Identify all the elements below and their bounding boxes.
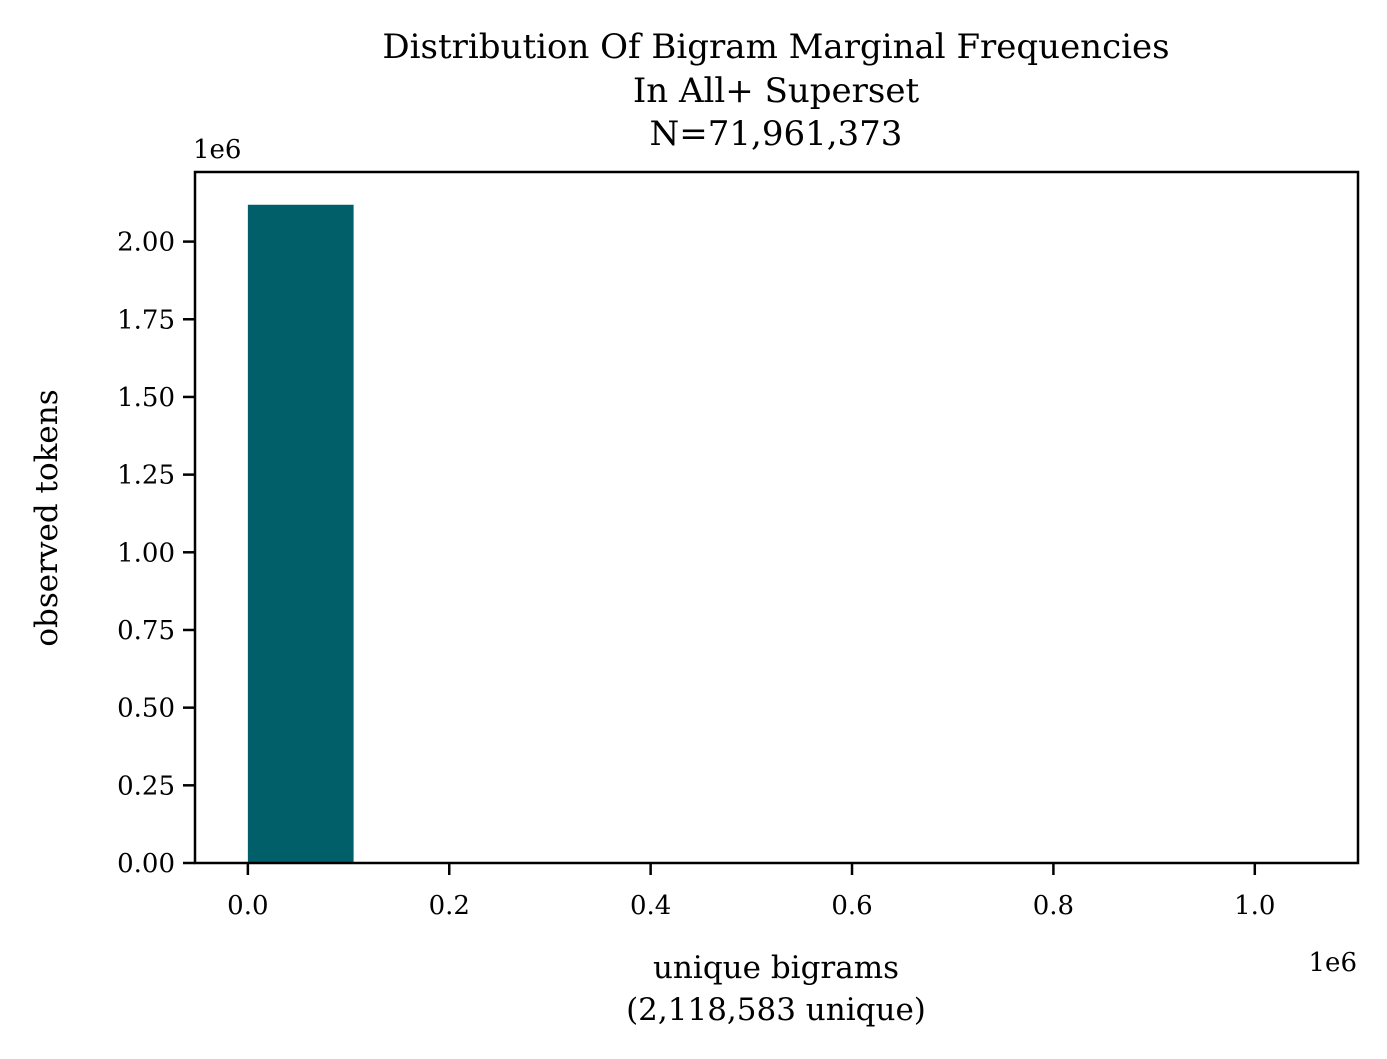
x-offset-label: 1e6 — [1309, 948, 1357, 978]
y-tick-label-4: 1.00 — [117, 538, 175, 568]
x-tick-label-2: 0.4 — [630, 891, 671, 921]
chart-title-line-1: Distribution Of Bigram Marginal Frequenc… — [382, 27, 1169, 67]
x-tick-label-0: 0.0 — [227, 891, 268, 921]
x-tick-label-4: 0.8 — [1033, 891, 1074, 921]
y-tick-label-8: 2.00 — [117, 228, 175, 258]
x-tick-label-1: 0.2 — [429, 891, 470, 921]
chart-title-line-2: In All+ Superset — [633, 71, 920, 111]
x-tick-label-5: 1.0 — [1234, 891, 1275, 921]
histogram-bar-0 — [247, 204, 354, 863]
y-offset-label: 1e6 — [193, 135, 241, 165]
y-axis-label: observed tokens — [29, 389, 65, 646]
bars-layer — [247, 204, 354, 863]
x-axis-label-line-1: unique bigrams — [653, 950, 899, 986]
x-axis-label: unique bigrams (2,118,583 unique) — [626, 950, 926, 1028]
y-axis-ticks: 0.00 0.25 0.50 0.75 1.00 1.25 1.50 1.75 2.00 — [117, 228, 195, 879]
y-tick-label-1: 0.25 — [117, 771, 175, 801]
x-axis-ticks: 0.0 0.2 0.4 0.6 0.8 1.0 — [227, 863, 1275, 921]
chart-title: Distribution Of Bigram Marginal Frequenc… — [382, 27, 1169, 154]
x-tick-label-3: 0.6 — [831, 891, 872, 921]
plot-frame — [193, 170, 1360, 865]
y-tick-label-5: 1.25 — [117, 461, 175, 491]
x-axis-label-line-2: (2,118,583 unique) — [626, 992, 926, 1028]
y-tick-label-6: 1.50 — [117, 383, 175, 413]
y-tick-label-2: 0.50 — [117, 694, 175, 724]
y-tick-label-7: 1.75 — [117, 305, 175, 335]
y-tick-label-0: 0.00 — [117, 849, 175, 879]
y-tick-label-3: 0.75 — [117, 616, 175, 646]
chart-title-line-3: N=71,961,373 — [650, 114, 903, 154]
